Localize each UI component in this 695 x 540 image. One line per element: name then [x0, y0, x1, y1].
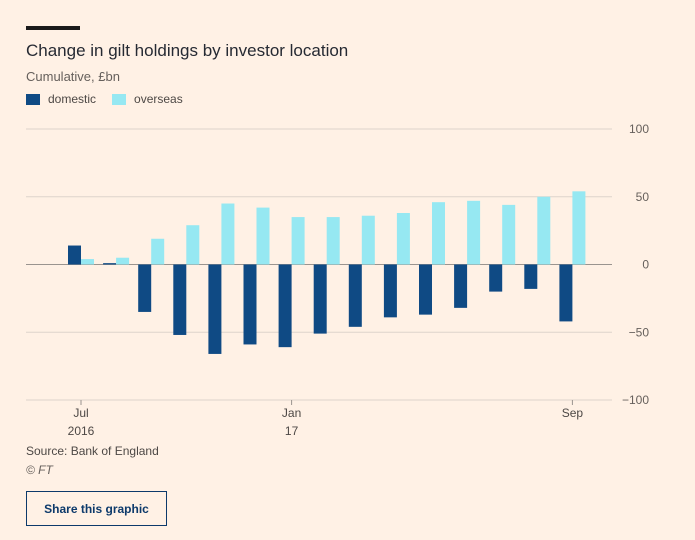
- y-tick-label: 50: [636, 190, 650, 204]
- bar-domestic: [103, 263, 117, 265]
- legend-swatch-overseas: [112, 93, 127, 105]
- copyright-note: © FT: [26, 463, 53, 477]
- bar-overseas: [256, 207, 270, 265]
- bar-overseas: [186, 225, 200, 265]
- y-tick-label: −100: [622, 393, 649, 407]
- chart-subtitle: Cumulative, £bn: [26, 69, 120, 84]
- bar-overseas: [361, 215, 375, 265]
- bar-domestic: [419, 264, 432, 315]
- legend-item-overseas: overseas: [112, 92, 183, 106]
- bar-domestic: [454, 264, 468, 308]
- x-tick-label: Jul: [73, 406, 88, 420]
- source-note: Source: Bank of England: [26, 444, 159, 458]
- bar-domestic: [489, 264, 503, 292]
- legend-item-domestic: domestic: [26, 92, 96, 106]
- bar-overseas: [221, 203, 235, 265]
- x-tick-label-year: 2016: [68, 424, 95, 438]
- chart-legend: domestic overseas: [26, 92, 199, 106]
- bar-domestic: [138, 264, 152, 312]
- bar-overseas: [326, 217, 340, 265]
- ft-top-rule: [26, 26, 80, 30]
- legend-swatch-domestic: [26, 93, 40, 105]
- x-tick-label: Sep: [562, 406, 584, 420]
- bar-overseas: [151, 238, 165, 265]
- bar-overseas: [537, 196, 551, 265]
- bar-overseas: [572, 191, 586, 265]
- bar-domestic: [383, 264, 397, 318]
- bar-overseas: [291, 217, 305, 265]
- chart-title: Change in gilt holdings by investor loca…: [26, 41, 349, 60]
- share-graphic-button[interactable]: Share this graphic: [26, 491, 167, 526]
- bar-domestic: [313, 264, 327, 334]
- bar-domestic: [68, 245, 81, 265]
- bar-chart: 100 50 0 −50 −100 Jul 2016 Jan 17 Sep: [26, 122, 650, 438]
- y-tick-label: 100: [629, 122, 649, 136]
- x-tick-label: Jan: [282, 406, 301, 420]
- bar-overseas: [81, 259, 94, 265]
- y-tick-label: −50: [629, 325, 650, 339]
- bar-domestic: [208, 264, 222, 354]
- bar-domestic: [243, 264, 257, 345]
- bar-domestic: [173, 264, 187, 335]
- bar-overseas: [502, 204, 516, 265]
- x-tick-label-year: 17: [285, 424, 299, 438]
- legend-label-overseas: overseas: [134, 92, 183, 106]
- bar-overseas: [396, 213, 410, 265]
- bar-domestic: [559, 264, 573, 322]
- bar-domestic: [524, 264, 538, 289]
- bar-domestic: [348, 264, 362, 327]
- bar-overseas: [467, 200, 481, 265]
- bar-overseas: [432, 202, 445, 265]
- bar-overseas: [116, 257, 130, 265]
- bar-domestic: [278, 264, 292, 348]
- y-tick-label: 0: [642, 258, 649, 272]
- legend-label-domestic: domestic: [48, 92, 97, 106]
